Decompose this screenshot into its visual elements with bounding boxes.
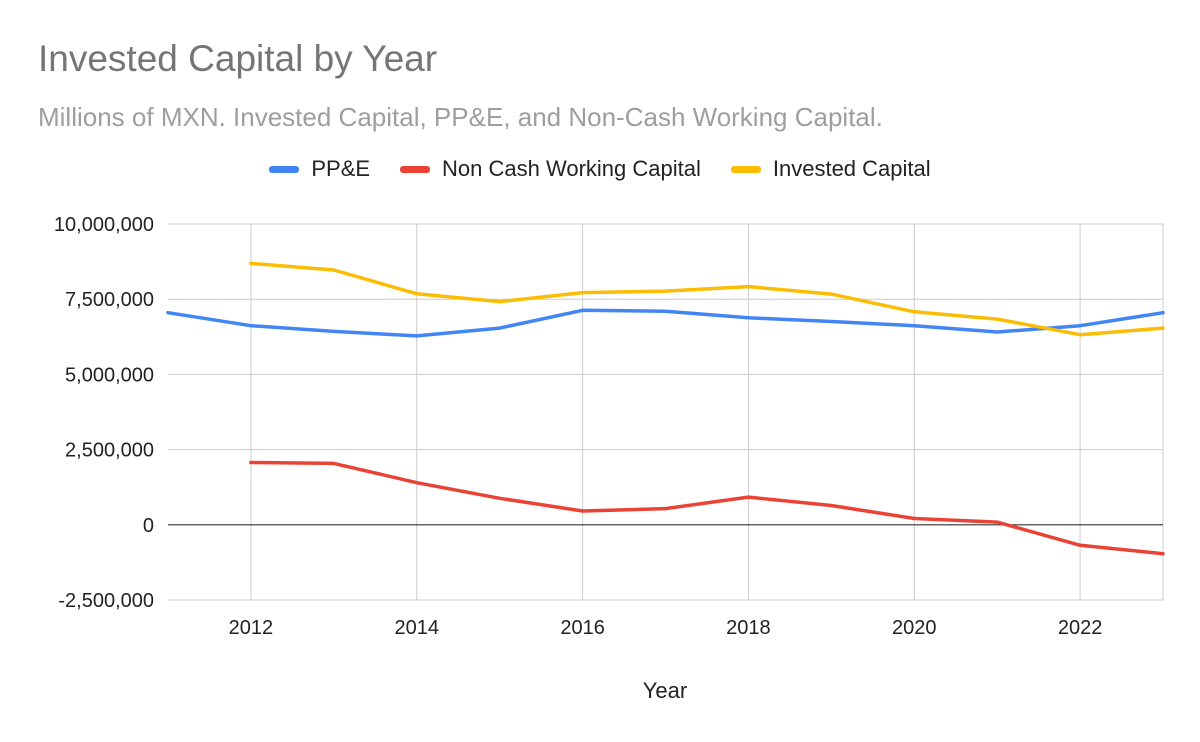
- y-tick-label: 5,000,000: [65, 364, 154, 386]
- legend-swatch-non-cash-working-capital: [400, 165, 431, 173]
- series-line-non-cash-working-capital[interactable]: [249, 460, 1165, 556]
- y-tick-label: -2,500,000: [58, 590, 154, 612]
- x-axis-ticks: 2012 2014 2016 2018 2020 2022: [229, 617, 1103, 639]
- legend-swatch-invested-capital: [730, 165, 761, 173]
- x-tick-label: 2012: [229, 617, 274, 639]
- y-tick-label: 2,500,000: [65, 440, 154, 462]
- series-line-ppe[interactable]: [166, 308, 1165, 338]
- y-tick-label: 0: [143, 515, 154, 537]
- legend-item-invested-capital[interactable]: Invested Capital: [730, 156, 931, 182]
- chart-legend: PP&E Non Cash Working Capital Invested C…: [0, 156, 1200, 182]
- series-line-invested-capital[interactable]: [249, 261, 1165, 337]
- y-tick-label: 7,500,000: [65, 289, 154, 311]
- y-tick-label: 10,000,000: [54, 214, 154, 236]
- legend-item-non-cash-working-capital[interactable]: Non Cash Working Capital: [400, 156, 701, 182]
- legend-label-ppe: PP&E: [311, 156, 371, 181]
- x-tick-label: 2014: [395, 617, 440, 639]
- series-lines: [166, 261, 1165, 556]
- legend-swatch-ppe: [269, 165, 300, 173]
- x-tick-label: 2018: [726, 617, 771, 639]
- x-tick-label: 2020: [892, 617, 937, 639]
- grid-lines: [168, 223, 1164, 601]
- x-axis-title: Year: [643, 678, 687, 703]
- x-tick-label: 2016: [560, 617, 605, 639]
- chart-title: Invested Capital by Year: [38, 38, 438, 79]
- chart-subtitle: Millions of MXN. Invested Capital, PP&E,…: [38, 102, 883, 132]
- legend-label-invested-capital: Invested Capital: [772, 156, 931, 181]
- x-tick-label: 2022: [1058, 617, 1103, 639]
- legend-label-non-cash-working-capital: Non Cash Working Capital: [442, 156, 701, 181]
- legend-item-ppe[interactable]: PP&E: [269, 156, 370, 182]
- y-axis-ticks: -2,500,000 0 2,500,000 5,000,000 7,500,000 10…: [54, 214, 154, 612]
